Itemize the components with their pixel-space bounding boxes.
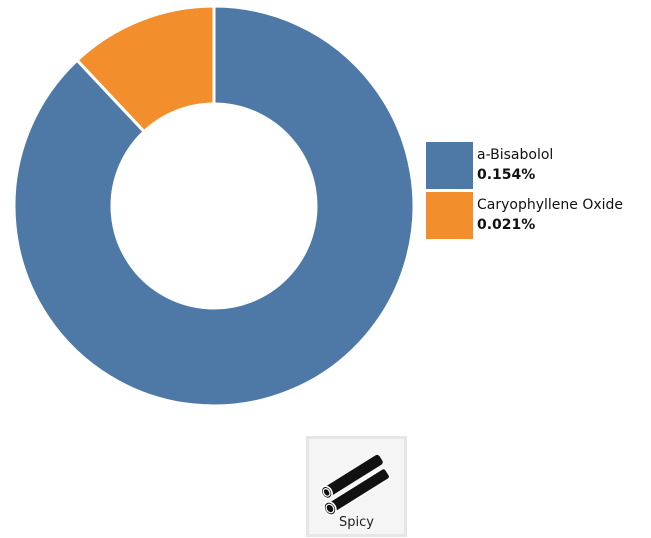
legend-swatch-a-bisabolol bbox=[426, 142, 473, 189]
legend-swatch-caryophyllene-oxide bbox=[426, 192, 473, 239]
flavor-badge-spicy[interactable]: Spicy bbox=[306, 436, 407, 537]
legend-item-a-bisabolol[interactable]: a-Bisabolol 0.154% bbox=[426, 142, 651, 190]
donut-slice-caryophyllene-oxide[interactable] bbox=[74, 4, 216, 134]
donut-svg bbox=[12, 4, 416, 408]
legend-value-caryophyllene-oxide: 0.021% bbox=[477, 217, 536, 233]
legend-label-caryophyllene-oxide: Caryophyllene Oxide bbox=[477, 197, 624, 213]
chart-legend: a-Bisabolol 0.154% Caryophyllene Oxide 0… bbox=[426, 142, 651, 242]
legend-value-a-bisabolol: 0.154% bbox=[477, 167, 536, 183]
terpene-donut-chart bbox=[12, 4, 416, 408]
flavor-label: Spicy bbox=[339, 515, 374, 530]
cinnamon-sticks-icon bbox=[320, 454, 391, 516]
donut-slice-a-bisabolol[interactable] bbox=[12, 4, 416, 408]
legend-label-a-bisabolol: a-Bisabolol bbox=[477, 147, 554, 163]
legend-item-caryophyllene-oxide[interactable]: Caryophyllene Oxide 0.021% bbox=[426, 192, 651, 240]
